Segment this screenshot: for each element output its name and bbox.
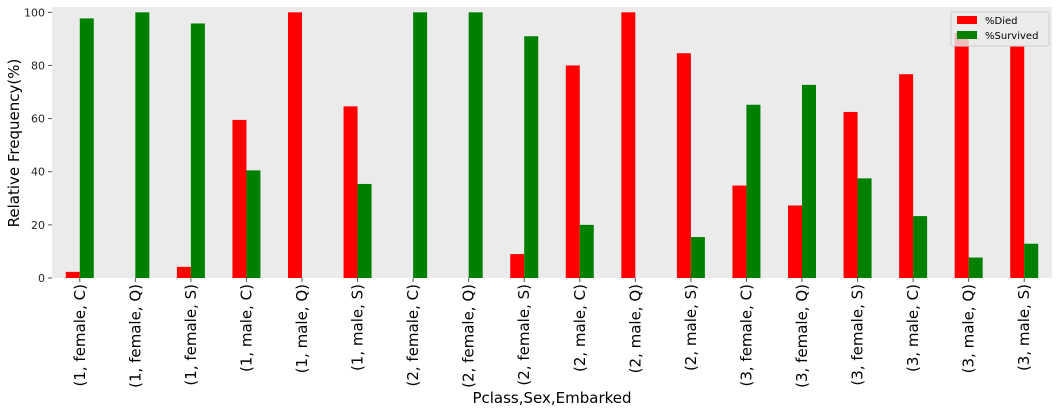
bar-died-3 (232, 119, 247, 278)
x-tick-label-5: (1, male, S) (349, 284, 367, 371)
bar-survived-11 (690, 237, 705, 278)
x-tick-label-16: (3, male, Q) (960, 284, 978, 373)
bar-died-10 (621, 12, 636, 279)
legend-label-1: %Survived (985, 31, 1038, 42)
x-tick-label-15: (3, male, C) (904, 284, 922, 372)
bar-died-12 (732, 185, 747, 278)
x-tick-label-10: (2, male, Q) (626, 284, 644, 373)
x-tick-label-8: (2, female, S) (515, 284, 533, 386)
legend-label-0: %Died (985, 16, 1017, 27)
x-tick-label-3: (1, male, C) (237, 284, 255, 372)
bar-died-0 (65, 271, 80, 278)
legend-swatch-1 (957, 31, 977, 39)
x-tick-label-7: (2, female, Q) (460, 284, 478, 388)
x-tick-label-1: (1, female, Q) (126, 284, 144, 388)
x-tick-label-12: (3, female, C) (737, 284, 755, 387)
bar-died-8 (510, 254, 525, 278)
x-tick-label-0: (1, female, C) (71, 284, 89, 387)
y-tick-label-4: 80 (31, 59, 45, 72)
bar-survived-14 (857, 178, 872, 278)
x-tick-label-9: (2, male, C) (571, 284, 589, 372)
bar-survived-17 (1024, 243, 1039, 278)
bar-survived-16 (968, 257, 983, 278)
bar-survived-8 (524, 36, 539, 279)
bar-died-13 (788, 205, 802, 278)
y-axis: 0 20 40 60 80 100 (24, 6, 52, 285)
bar-died-2 (176, 266, 191, 278)
y-tick-label-0: 0 (38, 272, 45, 285)
x-tick-label-17: (3, male, S) (1015, 284, 1033, 371)
bars-group (65, 12, 1039, 279)
x-tick-label-13: (3, female, Q) (793, 284, 811, 388)
y-tick-label-5: 100 (24, 6, 45, 19)
x-tick-label-2: (1, female, S) (182, 284, 200, 386)
x-tick-label-14: (3, female, S) (849, 284, 867, 386)
y-tick-label-2: 40 (31, 166, 45, 179)
x-axis-title: Pclass,Sex,Embarked (472, 389, 631, 407)
legend-swatch-0 (957, 16, 977, 24)
y-tick-label-3: 60 (31, 113, 45, 126)
bar-died-15 (899, 74, 914, 278)
legend: %Died %Survived (950, 11, 1050, 47)
plot-area (52, 7, 1052, 278)
bar-survived-15 (913, 216, 928, 278)
bar-died-16 (954, 32, 969, 278)
bar-died-11 (676, 53, 691, 279)
bar-died-14 (843, 111, 858, 278)
bar-survived-1 (135, 12, 150, 279)
bar-survived-7 (468, 12, 483, 279)
x-tick-label-6: (2, female, C) (404, 284, 422, 387)
bar-survived-9 (579, 224, 594, 278)
bar-died-17 (1010, 46, 1025, 279)
x-axis: (1, female, C) (1, female, Q) (1, female, … (71, 278, 1033, 388)
bar-survived-5 (357, 183, 372, 278)
bar-survived-3 (246, 170, 261, 278)
bar-survived-12 (746, 104, 761, 279)
y-tick-label-1: 20 (31, 219, 45, 232)
bar-survived-6 (413, 12, 428, 279)
bar-survived-0 (79, 18, 94, 278)
bar-survived-13 (802, 84, 816, 278)
x-tick-label-11: (2, male, S) (682, 284, 700, 371)
x-tick-label-4: (1, male, Q) (293, 284, 311, 373)
bar-died-4 (288, 12, 302, 279)
y-axis-title: Relative Frequency(%) (5, 59, 23, 228)
bar-died-9 (565, 65, 580, 278)
bar-died-5 (343, 106, 358, 279)
bar-survived-2 (190, 23, 205, 278)
